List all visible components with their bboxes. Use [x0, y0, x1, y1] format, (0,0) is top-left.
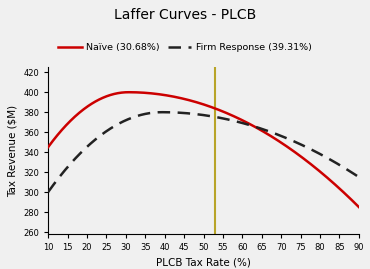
Firm Response (39.31%): [196, 113, 201, 116]
Naïve (30.68%): [301, 157, 306, 160]
Naïve (30.68%): [215, 108, 219, 111]
Firm Response (39.31%): [350, 171, 354, 174]
Naïve (30.68%): [194, 101, 199, 104]
Naïve (30.68%): [350, 199, 354, 202]
Naïve (30.68%): [196, 101, 201, 104]
Text: Laffer Curves - PLCB: Laffer Curves - PLCB: [114, 8, 256, 22]
Naïve (30.68%): [126, 91, 131, 94]
Naïve (30.68%): [357, 206, 361, 209]
X-axis label: PLCB Tax Rate (%): PLCB Tax Rate (%): [156, 258, 251, 268]
Firm Response (39.31%): [46, 190, 50, 194]
Firm Response (39.31%): [160, 111, 164, 114]
Line: Firm Response (39.31%): Firm Response (39.31%): [48, 112, 359, 192]
Naïve (30.68%): [46, 146, 50, 149]
Firm Response (39.31%): [215, 116, 219, 119]
Firm Response (39.31%): [357, 175, 361, 179]
Firm Response (39.31%): [232, 119, 236, 122]
Line: Naïve (30.68%): Naïve (30.68%): [48, 92, 359, 207]
Firm Response (39.31%): [301, 144, 306, 147]
Firm Response (39.31%): [194, 112, 199, 116]
Legend: Naïve (30.68%), Firm Response (39.31%): Naïve (30.68%), Firm Response (39.31%): [54, 40, 316, 56]
Y-axis label: Tax Revenue ($M): Tax Revenue ($M): [7, 105, 17, 197]
Naïve (30.68%): [232, 115, 236, 118]
